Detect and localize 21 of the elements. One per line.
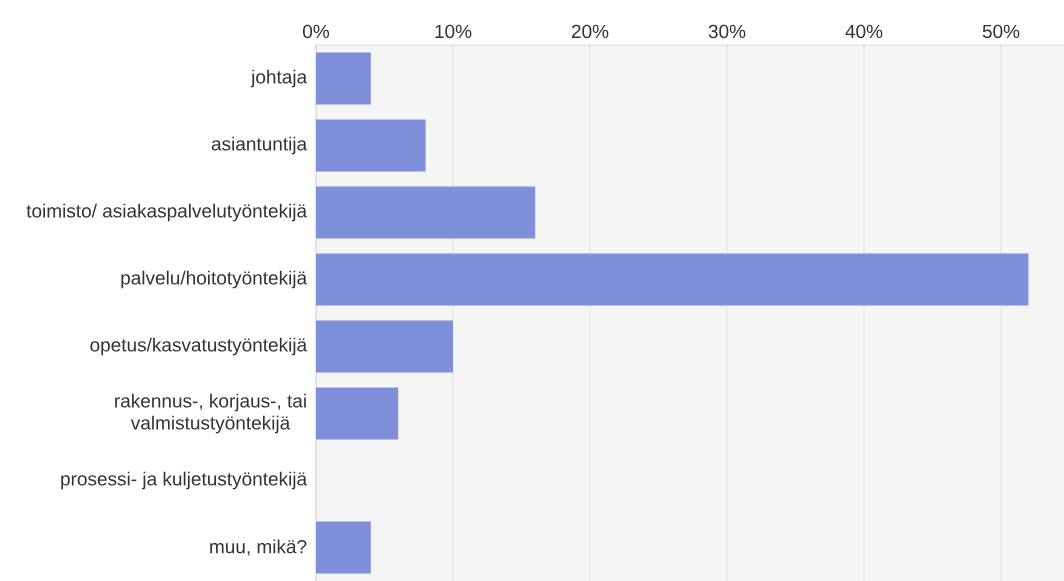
x-tick-label: 10% bbox=[435, 24, 472, 39]
y-tick-label: muu, mikä? bbox=[210, 539, 307, 556]
x-tick-label: 30% bbox=[708, 24, 746, 39]
bar bbox=[316, 52, 371, 105]
x-tick-label: 0% bbox=[303, 24, 330, 39]
x-tick-label: 50% bbox=[982, 24, 1020, 39]
y-tick-label: toimisto/ asiakaspalvelutyöntekijä bbox=[26, 203, 308, 222]
bar bbox=[316, 521, 371, 574]
y-tick-label: johtaja bbox=[250, 69, 308, 88]
y-tick-label: palvelu/hoitotyöntekijä bbox=[121, 270, 308, 289]
y-tick-label: rakennus-, korjaus-, tai valmistustyöntekijä bbox=[115, 393, 306, 434]
bar bbox=[316, 186, 536, 239]
bar bbox=[316, 253, 1029, 306]
y-tick-label: opetus/kasvatustyöntekijä bbox=[90, 337, 308, 356]
bar bbox=[316, 320, 453, 373]
bar bbox=[316, 387, 399, 440]
y-tick-label: asiantuntija bbox=[211, 136, 308, 155]
x-tick-label: 40% bbox=[845, 24, 883, 39]
x-tick-label: 20% bbox=[571, 24, 609, 39]
y-tick-label: prosessi- ja kuljetustyöntekijä bbox=[61, 471, 308, 490]
bar bbox=[316, 119, 426, 172]
